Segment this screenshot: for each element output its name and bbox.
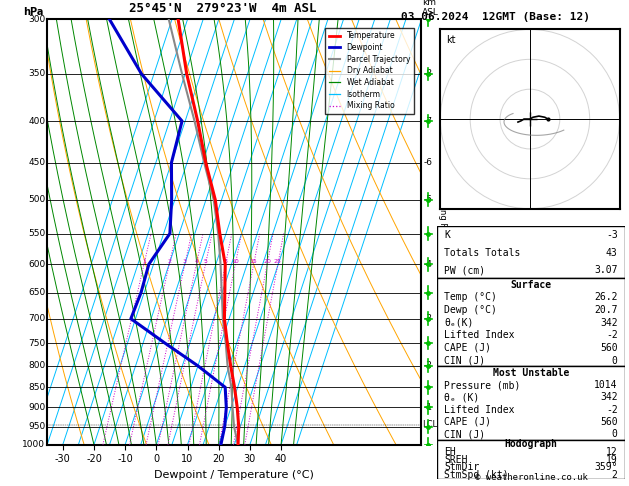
Text: 8: 8 xyxy=(223,259,228,264)
Text: -5: -5 xyxy=(423,195,432,205)
Text: CAPE (J): CAPE (J) xyxy=(444,343,491,353)
Text: 3.07: 3.07 xyxy=(594,265,618,275)
Text: -3: -3 xyxy=(423,314,432,323)
Text: 43: 43 xyxy=(606,248,618,258)
Text: -8: -8 xyxy=(423,69,432,78)
Text: θₑ(K): θₑ(K) xyxy=(444,318,474,328)
Text: -7: -7 xyxy=(423,117,432,125)
Text: 5: 5 xyxy=(204,259,208,264)
Text: 359°: 359° xyxy=(594,462,618,472)
Text: 850: 850 xyxy=(28,383,45,392)
Legend: Temperature, Dewpoint, Parcel Trajectory, Dry Adiabat, Wet Adiabat, Isotherm, Mi: Temperature, Dewpoint, Parcel Trajectory… xyxy=(325,28,414,114)
Text: 2: 2 xyxy=(612,470,618,480)
Text: θₑ (K): θₑ (K) xyxy=(444,392,479,402)
Text: SREH: SREH xyxy=(444,454,467,465)
Text: CIN (J): CIN (J) xyxy=(444,429,485,439)
Text: 450: 450 xyxy=(28,158,45,167)
Text: Temp (°C): Temp (°C) xyxy=(444,293,497,302)
Text: Mixing Ratio (g/kg): Mixing Ratio (g/kg) xyxy=(438,192,447,272)
Text: 15: 15 xyxy=(250,259,257,264)
Text: Pressure (mb): Pressure (mb) xyxy=(444,380,520,390)
Text: -4: -4 xyxy=(423,260,432,269)
Text: 300: 300 xyxy=(28,15,45,24)
X-axis label: Dewpoint / Temperature (°C): Dewpoint / Temperature (°C) xyxy=(154,470,314,480)
Text: 650: 650 xyxy=(28,288,45,297)
Text: PW (cm): PW (cm) xyxy=(444,265,485,275)
Text: km
ASL: km ASL xyxy=(422,0,439,17)
Text: 3: 3 xyxy=(183,259,187,264)
Bar xyxy=(437,366,625,439)
Text: 800: 800 xyxy=(28,362,45,370)
Text: 2: 2 xyxy=(167,259,171,264)
Text: 950: 950 xyxy=(28,422,45,431)
Text: Lifted Index: Lifted Index xyxy=(444,330,515,340)
Text: -1: -1 xyxy=(423,403,432,412)
Text: 700: 700 xyxy=(28,314,45,323)
Text: 0: 0 xyxy=(612,356,618,365)
Text: 4: 4 xyxy=(194,259,198,264)
Text: Lifted Index: Lifted Index xyxy=(444,405,515,415)
Text: 20: 20 xyxy=(263,259,271,264)
Bar xyxy=(437,439,625,479)
Text: 350: 350 xyxy=(28,69,45,78)
Text: 25: 25 xyxy=(274,259,282,264)
Text: K: K xyxy=(444,230,450,241)
Text: © weatheronline.co.uk: © weatheronline.co.uk xyxy=(475,473,588,482)
Text: 12: 12 xyxy=(606,447,618,457)
Text: 19: 19 xyxy=(606,454,618,465)
Text: 03.06.2024  12GMT (Base: 12): 03.06.2024 12GMT (Base: 12) xyxy=(401,12,589,22)
Text: Hodograph: Hodograph xyxy=(504,439,557,449)
Text: EH: EH xyxy=(444,447,456,457)
Text: Surface: Surface xyxy=(510,280,552,290)
Text: -3: -3 xyxy=(606,230,618,241)
Text: -6: -6 xyxy=(423,158,432,167)
Text: 1014: 1014 xyxy=(594,380,618,390)
Bar xyxy=(437,278,625,366)
Text: 1: 1 xyxy=(142,259,146,264)
Bar xyxy=(437,226,625,278)
Text: 550: 550 xyxy=(28,229,45,238)
Text: 20.7: 20.7 xyxy=(594,305,618,315)
Text: 0: 0 xyxy=(612,429,618,439)
Text: 750: 750 xyxy=(28,339,45,347)
Text: 560: 560 xyxy=(600,343,618,353)
Text: 900: 900 xyxy=(28,403,45,412)
Text: 25°45'N  279°23'W  4m ASL: 25°45'N 279°23'W 4m ASL xyxy=(130,2,317,15)
Text: 500: 500 xyxy=(28,195,45,205)
Text: LCL: LCL xyxy=(422,420,437,429)
Text: Totals Totals: Totals Totals xyxy=(444,248,520,258)
Text: StmSpd (kt): StmSpd (kt) xyxy=(444,470,509,480)
Text: Dewp (°C): Dewp (°C) xyxy=(444,305,497,315)
Text: kt: kt xyxy=(446,35,455,45)
Text: -2: -2 xyxy=(606,405,618,415)
Text: 600: 600 xyxy=(28,260,45,269)
Text: 1000: 1000 xyxy=(22,440,45,449)
Text: 400: 400 xyxy=(28,117,45,125)
Text: 10: 10 xyxy=(231,259,239,264)
Text: CIN (J): CIN (J) xyxy=(444,356,485,365)
Text: -2: -2 xyxy=(423,362,432,370)
Text: Most Unstable: Most Unstable xyxy=(493,368,569,378)
Text: 342: 342 xyxy=(600,318,618,328)
Text: hPa: hPa xyxy=(23,7,43,17)
Text: StmDir: StmDir xyxy=(444,462,479,472)
Text: 26.2: 26.2 xyxy=(594,293,618,302)
Text: CAPE (J): CAPE (J) xyxy=(444,417,491,427)
Text: 560: 560 xyxy=(600,417,618,427)
Text: 342: 342 xyxy=(600,392,618,402)
Text: -2: -2 xyxy=(606,330,618,340)
